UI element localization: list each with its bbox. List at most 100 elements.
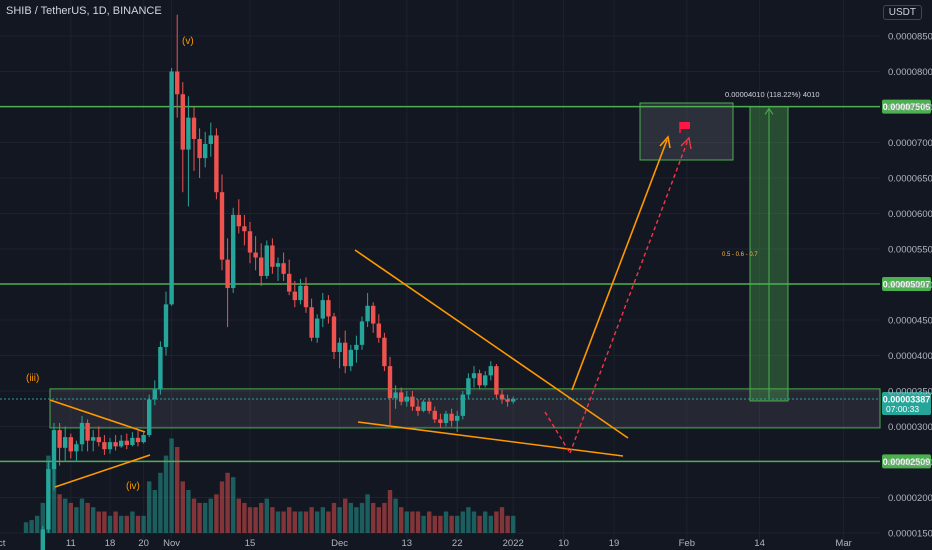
x-tick-label: Dec	[331, 538, 348, 549]
candle-body	[371, 305, 376, 324]
level-tag	[882, 99, 931, 114]
volume-bar	[455, 515, 460, 533]
volume-bar	[376, 507, 381, 533]
candle-body	[404, 396, 409, 402]
annotations: (v) (iii) (iv) 0.00004010 (118.22%) 4010 0.5…	[0, 36, 931, 492]
volume-bar	[40, 502, 45, 533]
candle-body	[107, 442, 113, 450]
volume-bar	[371, 502, 376, 533]
candle-body	[253, 252, 258, 258]
candle-body	[208, 135, 213, 144]
x-tick-label: Nov	[163, 538, 180, 549]
volume-bar	[399, 507, 404, 533]
volume-bar	[432, 515, 437, 533]
volume-bar	[203, 502, 208, 533]
candle-body	[79, 422, 85, 445]
candle-body	[483, 375, 488, 386]
candle-body	[494, 366, 499, 395]
volume-bar	[264, 498, 269, 533]
volume-bar	[410, 511, 415, 533]
candle-body	[63, 437, 68, 448]
candle-body	[421, 401, 426, 411]
volume-bar	[180, 481, 185, 533]
level-tag	[882, 277, 931, 292]
volume-bar	[438, 515, 443, 533]
candle-body	[309, 307, 314, 338]
candle-body	[488, 366, 493, 376]
candle-body	[236, 214, 241, 227]
volume-bar	[79, 498, 85, 533]
candle-body	[499, 394, 505, 400]
candle-body	[135, 437, 141, 443]
candle-body	[387, 366, 393, 399]
candle-body	[477, 373, 482, 386]
volume-bar	[96, 511, 101, 533]
volume-bar	[141, 515, 146, 533]
volume-bar	[253, 507, 258, 533]
x-tick-label: 14	[754, 538, 765, 549]
volume-bar	[343, 498, 348, 533]
candle-body	[460, 394, 465, 416]
volume-bar	[259, 502, 264, 533]
candle-body	[438, 419, 443, 423]
x-tick-label: Feb	[679, 538, 695, 549]
candle-body	[471, 373, 477, 379]
volume-bar	[236, 498, 241, 533]
candle-body	[354, 344, 359, 350]
volume-bar	[74, 507, 79, 533]
volume-bar	[309, 507, 314, 533]
candle-body	[449, 413, 454, 421]
symbol-title: SHIB / TetherUS, 1D, BINANCE	[6, 5, 162, 17]
candle-body	[511, 398, 516, 402]
x-tick-label: 20	[138, 538, 149, 549]
candle-body	[382, 337, 387, 367]
candle-body	[393, 392, 398, 399]
trend-drawings	[49, 122, 692, 488]
volume-bar	[281, 511, 286, 533]
wedge-upper-line	[354, 249, 629, 439]
x-tick-label: 18	[105, 538, 116, 549]
candle-body	[270, 245, 275, 267]
current-price-label: 0.00003387	[883, 395, 931, 405]
candle-body	[203, 143, 208, 159]
level-tag-label: 0.00007506	[883, 102, 931, 112]
candle-body	[91, 437, 96, 441]
wedge-lower-line	[357, 421, 624, 457]
volume-bar	[337, 507, 342, 533]
volume-bar	[191, 498, 197, 533]
volume-bar	[163, 455, 169, 533]
candle-body	[231, 214, 236, 289]
x-tick-label: 13	[402, 538, 413, 549]
volume-bar	[382, 502, 387, 533]
candle-body	[292, 291, 297, 301]
volume-bar	[499, 507, 505, 533]
measure-label: 0.00004010 (118.22%) 4010	[725, 90, 820, 99]
candlesticks	[40, 14, 516, 550]
volume-bar	[68, 502, 73, 533]
candle-body	[163, 304, 169, 347]
volume-bar	[130, 511, 135, 533]
fib-label: 0.5 - 0.6 - 0.7	[722, 252, 758, 258]
currency-button[interactable]: USDT	[882, 5, 922, 20]
volume-bar	[415, 511, 421, 533]
volume-bar	[57, 494, 62, 533]
candle-body	[399, 392, 404, 402]
countdown-label: 07:00:33	[886, 404, 919, 414]
volume-bar	[298, 511, 303, 533]
candle-body	[343, 342, 348, 367]
candle-body	[331, 316, 337, 352]
candle-body	[119, 440, 124, 447]
candle-body	[247, 231, 253, 253]
candle-body	[158, 346, 163, 390]
candle-body	[186, 117, 191, 150]
volume-bar	[169, 438, 174, 533]
volume-bar	[365, 494, 370, 533]
